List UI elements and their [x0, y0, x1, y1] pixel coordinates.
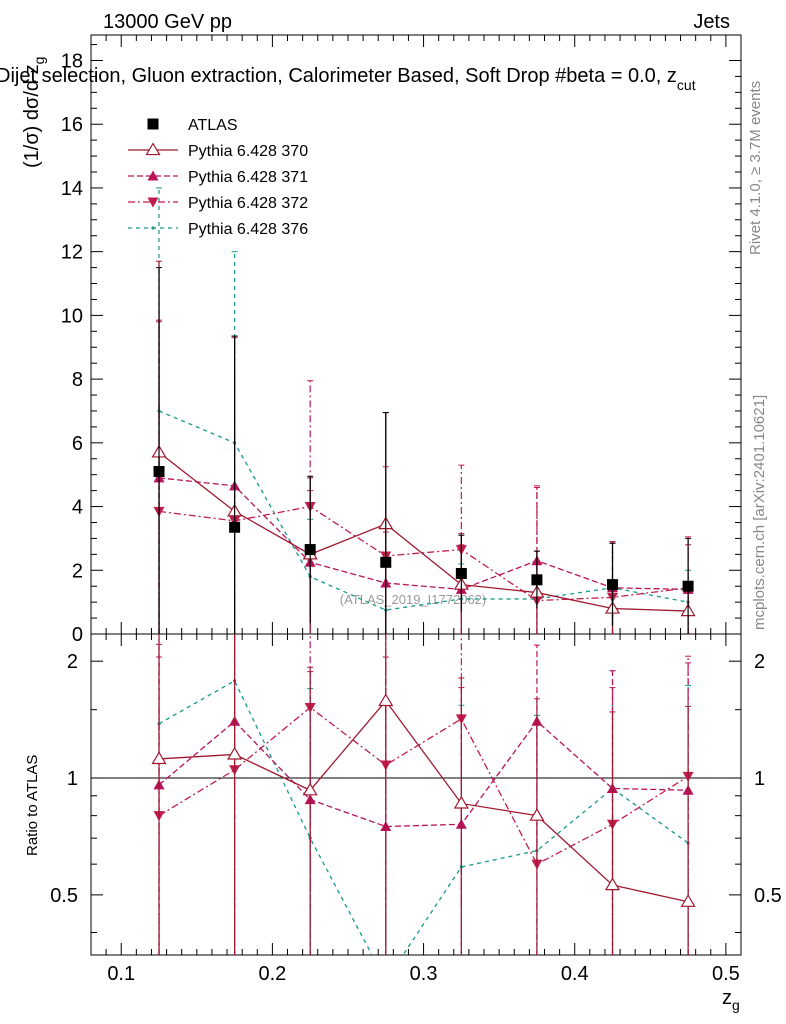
ratio-point-p370: [680, 894, 696, 907]
x-axis-title-sub: g: [732, 997, 740, 1013]
data-point-atlas: [531, 574, 543, 586]
ratio-y-tick-label: 0.5: [50, 885, 78, 907]
rivet-label: Rivet 4.1.0, ≥ 3.7M events: [747, 81, 764, 255]
legend-item-p370: Pythia 6.428 370: [128, 142, 308, 160]
ratio-line-p370: [158, 699, 689, 903]
x-tick-label: 0.3: [410, 963, 438, 985]
ratio-y-tick-label: 1: [67, 768, 78, 790]
plot-subtitle-main: Dijet selection, Gluon extraction, Calor…: [0, 65, 677, 87]
legend-label: Pythia 6.428 376: [188, 221, 308, 238]
y-tick-label: 6: [72, 433, 83, 455]
legend-marker: [151, 226, 155, 230]
ratio-axis-title: Ratio to ATLAS: [24, 755, 41, 856]
y-tick-label: 12: [61, 242, 83, 264]
ratio-point-p370: [604, 877, 621, 891]
y-tick-label: 2: [72, 560, 83, 582]
y-tick-label: 16: [61, 114, 83, 136]
series-line-p372: [158, 505, 689, 602]
legend-item-p371: Pythia 6.428 371: [128, 169, 308, 186]
ratio-plot-frame: [90, 633, 742, 956]
y-tick-label: 14: [61, 178, 83, 200]
ratio-line-p372: [158, 706, 689, 866]
x-tick-label: 0.4: [561, 963, 589, 985]
ratio-point-p370: [302, 782, 318, 796]
data-point-atlas: [682, 580, 694, 592]
legend-marker: [147, 197, 159, 208]
data-point-atlas: [229, 521, 241, 533]
ratio-point-p370: [378, 693, 394, 707]
legend-marker: [145, 142, 161, 156]
ratio-y-tick-label-right: 1: [754, 768, 765, 790]
legend-label: Pythia 6.428 370: [188, 143, 308, 160]
series-p376: [156, 187, 692, 634]
plot-subtitle-sub: cut: [677, 77, 696, 93]
data-point-atlas: [380, 556, 392, 568]
series-line-p370: [158, 451, 689, 612]
legend-marker: [147, 170, 159, 181]
ratio-point-p370: [151, 751, 167, 765]
data-point-atlas: [153, 466, 165, 478]
ratio-series-p370: [151, 634, 696, 955]
category-label: Jets: [693, 11, 730, 33]
legend-label: Pythia 6.428 372: [188, 195, 308, 212]
ratio-line-p376: [158, 679, 689, 955]
y-tick-label: 18: [61, 50, 83, 72]
x-tick-label: 0.1: [107, 963, 135, 985]
y-tick-label: 8: [72, 369, 83, 391]
ratio-point-p370: [529, 807, 545, 821]
ratio-y-tick-label-right: 0.5: [754, 885, 782, 907]
y-tick-label: 0: [72, 624, 83, 646]
series-p370: [151, 260, 696, 634]
ratio-point-p370: [453, 795, 469, 809]
ratio-y-tick-label-right: 2: [754, 651, 765, 673]
energy-label: 13000 GeV pp: [103, 11, 232, 33]
ratio-point-p370: [227, 746, 243, 760]
legend-label: Pythia 6.428 371: [188, 169, 308, 186]
plot-subtitle: Dijet selection, Gluon extraction, Calor…: [0, 65, 696, 93]
x-axis-title: zg: [722, 987, 740, 1013]
legend-item-p376: Pythia 6.428 376: [128, 221, 308, 238]
data-point-atlas: [304, 544, 316, 556]
x-tick-label: 0.2: [258, 963, 286, 985]
data-point-atlas: [455, 567, 467, 579]
legend-marker: [147, 118, 159, 130]
series-atlas: [153, 267, 694, 634]
x-tick-label: 0.5: [712, 963, 740, 985]
x-axis-title-main: z: [722, 987, 732, 1009]
y-axis-title-main: (1/σ) dσ/d z: [21, 64, 43, 168]
data-point-atlas: [607, 579, 619, 591]
analysis-label: (ATLAS_2019_I1772062): [340, 592, 486, 607]
ratio-y-tick-label: 2: [67, 651, 78, 673]
legend-label: ATLAS: [188, 117, 238, 134]
ratio-line-p371: [158, 720, 689, 828]
legend-item-p372: Pythia 6.428 372: [128, 195, 308, 212]
series-line-p376: [158, 410, 689, 611]
mcplots-label: mcplots.cern.ch [arXiv:2401.10621]: [751, 395, 768, 630]
y-tick-label: 4: [72, 497, 83, 519]
series-line-p371: [158, 477, 689, 591]
y-axis-title: (1/σ) dσ/d zg: [21, 57, 47, 168]
y-tick-label: 10: [61, 305, 83, 327]
ratio-point-p376: [384, 979, 387, 982]
legend-item-atlas: ATLAS: [147, 117, 238, 134]
y-axis-title-sub: g: [31, 57, 47, 65]
